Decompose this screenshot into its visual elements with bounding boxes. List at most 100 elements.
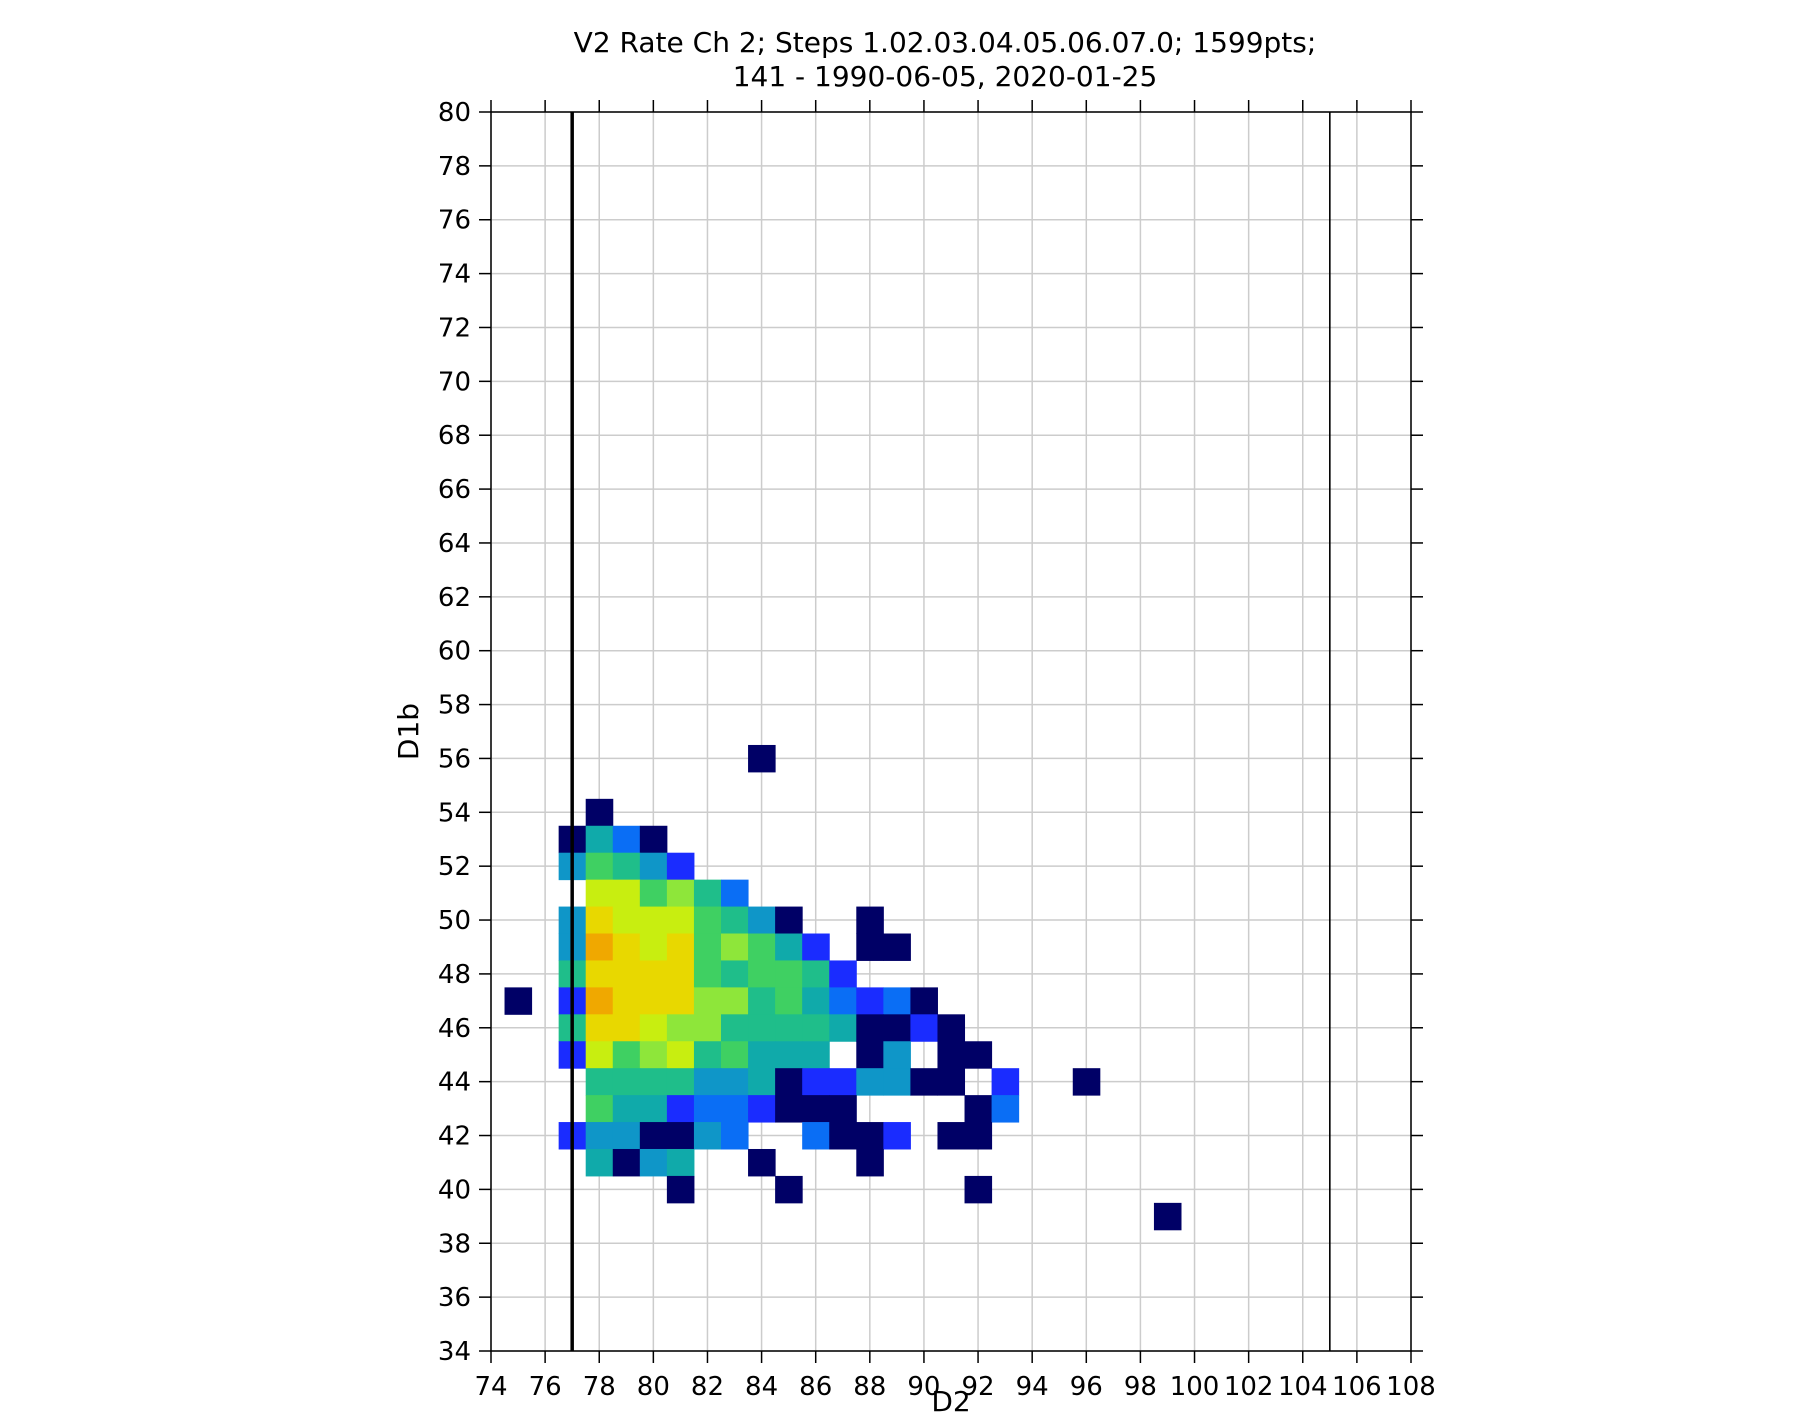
heatmap-cell [802, 933, 830, 961]
heatmap-cell [748, 1095, 776, 1123]
heatmap-cell [693, 960, 722, 988]
heatmap-cell [639, 1122, 668, 1150]
heatmap-cell [991, 1068, 1020, 1096]
heatmap-cell [829, 1122, 857, 1150]
x-tick-label: 100 [1170, 1372, 1220, 1402]
y-tick-label: 64 [438, 529, 471, 559]
y-tick-label: 42 [438, 1122, 471, 1152]
heatmap-cell [721, 987, 749, 1015]
heatmap-cell [666, 1148, 695, 1177]
heatmap-cell [748, 1068, 776, 1096]
heatmap-cell [693, 906, 722, 935]
heatmap-cell [775, 987, 803, 1015]
heatmap-cell [504, 987, 533, 1015]
heatmap-cell [829, 1068, 857, 1096]
y-tick-label: 56 [438, 744, 471, 774]
x-tick-label: 98 [1124, 1372, 1157, 1402]
heatmap-cell [693, 1095, 722, 1123]
y-tick-label: 74 [438, 260, 471, 290]
heatmap-cell [612, 852, 641, 881]
heatmap-cell [666, 987, 695, 1015]
y-tick-label: 46 [438, 1014, 471, 1044]
heatmap-cell [639, 825, 668, 854]
heatmap-cell [802, 1095, 830, 1123]
heatmap-cell [639, 879, 668, 908]
heatmap-cell [666, 1122, 695, 1150]
heatmap-cell [721, 1068, 749, 1096]
y-tick-label: 62 [438, 583, 471, 613]
heatmap-cell [937, 1014, 966, 1042]
heatmap-cell [585, 906, 614, 935]
heatmap-cell [883, 1068, 911, 1096]
heatmap-cell [748, 1014, 776, 1042]
heatmap-cell [721, 879, 749, 908]
y-tick-label: 72 [438, 313, 471, 343]
heatmap-cell [585, 1041, 614, 1069]
heatmap-cell [585, 1014, 614, 1042]
heatmap-cell [964, 1122, 993, 1150]
heatmap-cell [829, 987, 857, 1015]
chart-title-line-1: V2 Rate Ch 2; Steps 1.02.03.04.05.06.07.… [574, 26, 1317, 59]
heatmap-cell [937, 1068, 966, 1096]
y-tick-label: 44 [438, 1068, 471, 1098]
heatmap-cell [612, 879, 641, 908]
x-tick-label: 78 [583, 1372, 616, 1402]
x-tick-label: 104 [1278, 1372, 1328, 1402]
x-tick-label: 86 [799, 1372, 832, 1402]
y-tick-label: 80 [438, 98, 471, 128]
heatmap-cell [775, 933, 803, 961]
heatmap-cell [585, 879, 614, 908]
heatmap-cell [666, 1041, 695, 1069]
heatmap-cell [585, 798, 614, 827]
heatmap-cell [775, 960, 803, 988]
heatmap-cell [856, 933, 884, 961]
heatmap-cell [775, 1095, 803, 1123]
heatmap-cell [775, 1175, 803, 1204]
heatmap-cell [639, 960, 668, 988]
heatmap-cell [937, 1041, 966, 1069]
heatmap-cell [612, 987, 641, 1015]
heatmap-cell [721, 1041, 749, 1069]
heatmap-cell [666, 1068, 695, 1096]
chart-title-line-2: 141 - 1990-06-05, 2020-01-25 [733, 60, 1158, 93]
y-axis-label: D1b [392, 703, 425, 760]
heatmap-cell [748, 960, 776, 988]
heatmap-cell [964, 1095, 993, 1123]
heatmap-cell [612, 1148, 641, 1177]
x-tick-label: 76 [529, 1372, 562, 1402]
heatmap-cell [802, 1122, 830, 1150]
heatmap-cell [829, 1095, 857, 1123]
heatmap-cell [748, 1041, 776, 1069]
heatmap-cell [748, 1148, 776, 1177]
heatmap-cell [585, 1148, 614, 1177]
heatmap-cell [748, 987, 776, 1015]
heatmap-cell [748, 744, 776, 773]
heatmap-cell [721, 1122, 749, 1150]
heatmap-cell [693, 1041, 722, 1069]
heatmap-cell [1153, 1202, 1182, 1231]
heatmap-cell [802, 1041, 830, 1069]
heatmap-cell [964, 1041, 993, 1069]
heatmap-cell [693, 1122, 722, 1150]
heatmap-cell [666, 852, 695, 881]
heatmap-cell [775, 1014, 803, 1042]
y-tick-label: 58 [438, 691, 471, 721]
heatmap-cell [612, 960, 641, 988]
heatmap-cell [721, 1014, 749, 1042]
heatmap-cells [504, 744, 1182, 1231]
heatmap-cell [883, 1122, 911, 1150]
heatmap-cell [802, 1068, 830, 1096]
heatmap-cell [856, 1122, 884, 1150]
y-tick-label: 40 [438, 1175, 471, 1205]
heatmap-cell [612, 1041, 641, 1069]
x-tick-label: 108 [1386, 1372, 1436, 1402]
heatmap-cell [612, 933, 641, 961]
x-tick-label: 94 [1016, 1372, 1049, 1402]
x-tick-label: 82 [691, 1372, 724, 1402]
heatmap-cell [666, 960, 695, 988]
heatmap-cell [612, 906, 641, 935]
heatmap-cell [585, 852, 614, 881]
heatmap-cell [612, 1068, 641, 1096]
y-tick-label: 66 [438, 475, 471, 505]
y-tick-label: 54 [438, 798, 471, 828]
